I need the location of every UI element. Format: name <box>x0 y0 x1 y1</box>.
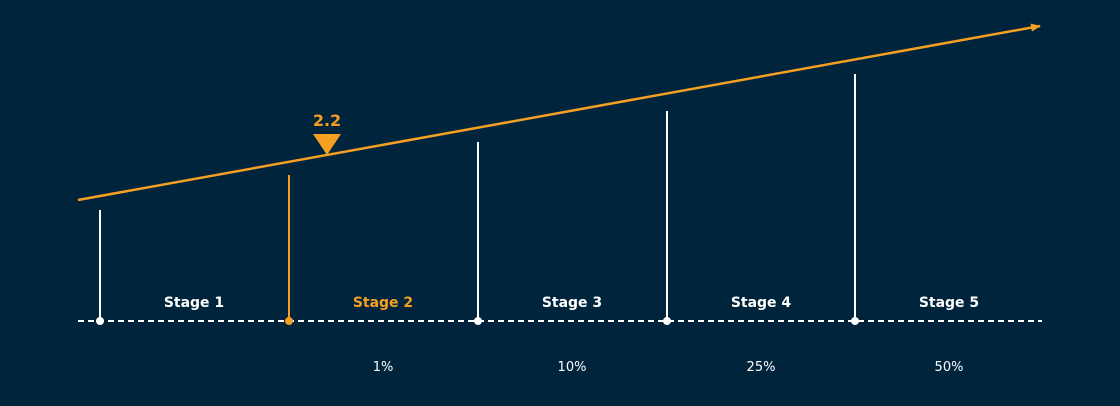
stage-label-1: Stage 1 <box>164 295 224 311</box>
stage-dot-2 <box>285 317 293 325</box>
stage-dot-3 <box>474 317 482 325</box>
percent-label-3: 10% <box>558 360 587 375</box>
percent-label-4: 25% <box>747 360 776 375</box>
current-position-marker: 2.2 <box>313 111 341 155</box>
stage-dividers <box>96 74 859 325</box>
stage-dot-1 <box>96 317 104 325</box>
stage-label-4: Stage 4 <box>731 295 792 311</box>
marker-value: 2.2 <box>313 111 341 130</box>
stage-dot-4 <box>663 317 671 325</box>
down-triangle-icon <box>313 134 341 155</box>
stage-label-5: Stage 5 <box>919 295 979 311</box>
percent-label-5: 50% <box>935 360 964 375</box>
stage-label-2: Stage 2 <box>353 295 413 311</box>
trend-arrow <box>77 23 1041 202</box>
stage-dot-5 <box>851 317 859 325</box>
stage-label-3: Stage 3 <box>542 295 602 311</box>
percent-labels: 1% 10% 25% 50% <box>373 360 964 375</box>
stage-labels: Stage 1 Stage 2 Stage 3 Stage 4 Stage 5 <box>164 295 979 311</box>
percent-label-2: 1% <box>373 360 394 375</box>
